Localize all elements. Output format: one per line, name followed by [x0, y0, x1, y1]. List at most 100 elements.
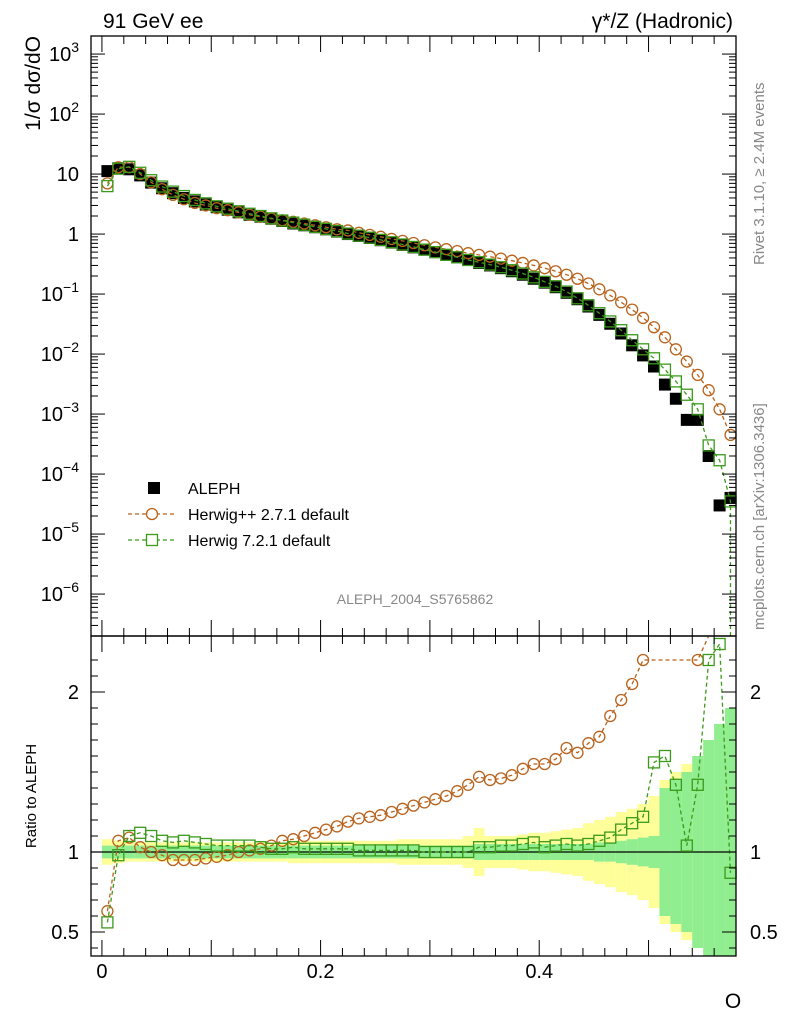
data-point [538, 276, 551, 289]
series-line [106, 166, 732, 636]
x-axis-label: O [725, 990, 741, 1013]
data-point [101, 179, 114, 193]
main-y-tick-label: 10−4 [41, 459, 79, 486]
ratio-point [155, 849, 169, 862]
ratio-point [472, 770, 486, 783]
ratio-point [593, 730, 606, 743]
mcplots-label: mcplots.cern.ch [arXiv:1306.3436] [751, 403, 768, 630]
ratio-point [604, 831, 617, 844]
ratio-point [636, 810, 650, 823]
ratio-frame [90, 635, 737, 957]
data-point [593, 283, 606, 296]
ratio-point [538, 757, 551, 771]
data-point [604, 315, 617, 328]
data-point [571, 292, 584, 305]
ratio-point [112, 849, 125, 862]
ratio-point [702, 653, 715, 667]
data-point [615, 324, 628, 337]
data-point [647, 321, 661, 334]
data-point [680, 388, 693, 401]
ratio-point [669, 778, 683, 791]
data-point [713, 499, 726, 512]
data-point [582, 277, 595, 290]
ratio-point [341, 815, 355, 828]
ratio-point [451, 785, 464, 798]
ratio-y-tick-label: 0.5 [51, 922, 79, 944]
ratio-point [407, 799, 420, 812]
data-point [636, 311, 650, 325]
ratio-y-tick-label: 1 [68, 842, 79, 864]
ratio-point [549, 753, 562, 766]
data-point [691, 368, 704, 382]
data-point [560, 268, 573, 281]
main-y-tick-label: 102 [49, 99, 79, 126]
legend: ALEPH Herwig++ 2.7.1 default Herwig 7.2.1 … [128, 481, 350, 550]
x-tick-label: 0 [96, 961, 107, 983]
data-point [658, 331, 672, 344]
ratio-point [615, 693, 628, 707]
ratio-series-herwig-7-2-1-default [101, 637, 737, 929]
ratio-point [308, 826, 322, 839]
data-point [494, 262, 507, 275]
data-point [604, 317, 617, 330]
legend-marker [148, 482, 160, 494]
ratio-y-tick-label-right: 1 [750, 842, 761, 864]
legend-marker [145, 533, 159, 547]
main-y-tick-label: 1 [68, 224, 79, 246]
data-point [658, 378, 671, 391]
data-point [549, 265, 562, 278]
rivet-label: Rivet 3.1.10, ≥ 2.4M events [751, 83, 768, 266]
legend-item: Herwig++ 2.7.1 default [128, 507, 350, 524]
main-y-axis-label: 1/σ dσ/dO [22, 36, 45, 131]
ratio-point [604, 709, 617, 723]
ratio-point [625, 817, 639, 830]
ratio-point [494, 772, 508, 785]
data-point [691, 413, 704, 426]
data-point [571, 272, 584, 285]
ratio-point [134, 841, 147, 854]
x-tick-label: 0.2 [307, 961, 335, 983]
data-point [680, 355, 693, 368]
data-point [702, 439, 715, 452]
data-point [134, 166, 147, 179]
data-point [658, 363, 672, 376]
ratio-series-herwig-2-7-1-default [101, 636, 710, 918]
data-point [647, 352, 661, 365]
data-point [363, 231, 376, 244]
data-point [625, 334, 639, 347]
data-point [669, 343, 683, 356]
data-point [516, 256, 529, 270]
data-point [144, 174, 158, 187]
data-point [254, 210, 267, 223]
data-point [505, 265, 518, 278]
ratio-point [582, 737, 595, 750]
main-y-tick-label: 10 [57, 164, 79, 186]
ratio-point [691, 778, 704, 791]
legend-label: Herwig++ 2.7.1 default [188, 507, 350, 524]
data-point [702, 450, 715, 462]
ratio-point [636, 653, 650, 667]
data-point [418, 243, 431, 256]
main-y-tick-label: 10−5 [41, 519, 79, 546]
data-point [593, 308, 606, 321]
data-point [669, 375, 683, 388]
ratio-point [330, 820, 344, 833]
data-point [691, 403, 704, 416]
main-panel: 10−6 10−5 10−4 10−3 10−2 10−1 1 10 102 103 1/σ dσ… [22, 35, 737, 637]
data-point [713, 403, 726, 416]
data-point [669, 392, 682, 405]
ratio-point [101, 916, 114, 929]
legend-marker [145, 507, 159, 521]
ratio-point [396, 802, 409, 815]
main-y-tick-label: 10−1 [41, 279, 79, 306]
ratio-panel: 0.5 0.5 1 1 2 2 Ratio to ALEPH 0 0.2 0.4 O [23, 635, 778, 1013]
ratio-point [144, 845, 158, 859]
ratio-point [287, 833, 300, 846]
ratio-point [680, 839, 693, 852]
ratio-point [516, 762, 529, 775]
data-point [713, 454, 726, 467]
stat-uncertainty-band [703, 740, 715, 956]
ratio-point [385, 805, 398, 819]
series-herwig-2-7-1-default [101, 161, 737, 442]
series-aleph [101, 162, 737, 512]
